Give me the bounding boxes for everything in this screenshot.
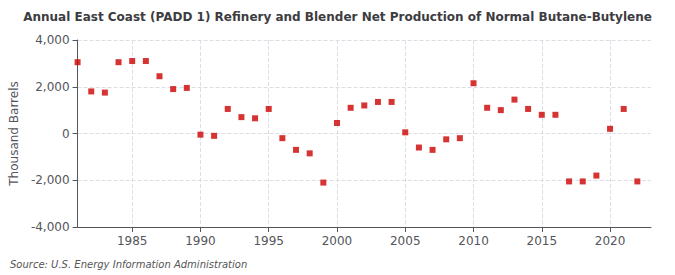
svg-text:4,000: 4,000 <box>35 33 69 47</box>
svg-text:-2,000: -2,000 <box>31 173 70 187</box>
svg-text:2010: 2010 <box>458 234 489 248</box>
svg-text:1990: 1990 <box>185 234 216 248</box>
svg-text:Annual East Coast (PADD 1) Ref: Annual East Coast (PADD 1) Refinery and … <box>23 10 652 24</box>
svg-text:1995: 1995 <box>253 234 284 248</box>
svg-text:-4,000: -4,000 <box>31 220 70 234</box>
svg-text:Thousand Barrels: Thousand Barrels <box>7 81 21 186</box>
svg-text:2,000: 2,000 <box>35 80 69 94</box>
svg-text:2015: 2015 <box>527 234 558 248</box>
svg-text:0: 0 <box>62 127 70 141</box>
svg-text:2000: 2000 <box>322 234 353 248</box>
svg-text:Source: U.S. Energy Informatio: Source: U.S. Energy Information Administ… <box>10 259 247 270</box>
svg-text:1985: 1985 <box>117 234 148 248</box>
svg-text:2005: 2005 <box>390 234 421 248</box>
svg-text:2020: 2020 <box>595 234 626 248</box>
